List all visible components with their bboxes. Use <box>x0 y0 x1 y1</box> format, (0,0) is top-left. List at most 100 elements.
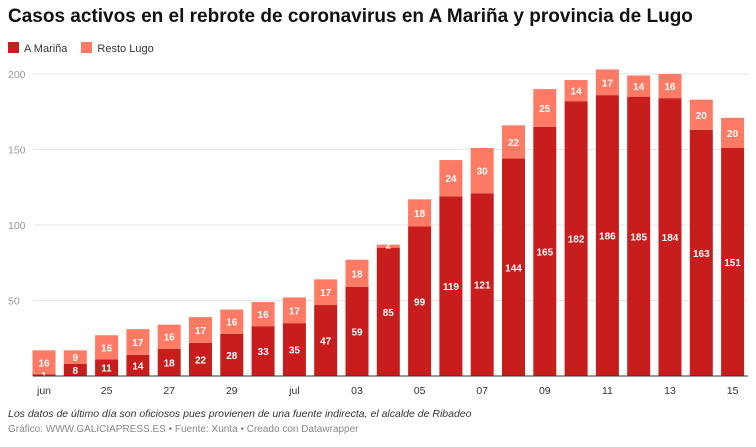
data-label-a-marina: 185 <box>630 232 647 243</box>
data-label-a-marina: 33 <box>258 347 270 358</box>
bar-resto-lugo <box>376 244 400 248</box>
data-label-resto-lugo: 2 <box>386 241 392 252</box>
bar-a-marina <box>470 193 494 376</box>
data-label-resto-lugo: 16 <box>226 318 238 329</box>
data-label-a-marina: 14 <box>132 361 144 372</box>
bar-resto-lugo <box>251 302 275 327</box>
legend-label: A Mariña <box>24 43 68 55</box>
bar-a-marina <box>345 286 369 376</box>
data-label-resto-lugo: 24 <box>445 174 457 185</box>
data-label-a-marina: 184 <box>662 233 679 244</box>
chart-title: Casos activos en el rebrote de coronavir… <box>8 6 693 27</box>
bar-a-marina <box>658 98 682 376</box>
x-tick-label: 27 <box>163 385 175 397</box>
x-tick-label: jun <box>36 385 51 397</box>
data-label-a-marina: 8 <box>73 366 79 377</box>
bar-a-marina <box>251 326 275 376</box>
data-label-resto-lugo: 17 <box>195 326 207 337</box>
bar-a-marina <box>63 363 87 376</box>
data-label-a-marina: 144 <box>505 263 522 274</box>
data-label-resto-lugo: 18 <box>414 209 426 220</box>
bar-resto-lugo <box>533 89 557 127</box>
data-label-resto-lugo: 20 <box>696 111 708 122</box>
bar-resto-lugo <box>627 75 651 97</box>
x-tick-label: 13 <box>664 385 676 397</box>
data-label-a-marina: 35 <box>289 346 301 357</box>
data-label-resto-lugo: 22 <box>508 138 520 149</box>
data-label-resto-lugo: 20 <box>727 129 739 140</box>
data-label-resto-lugo: 16 <box>101 343 113 354</box>
bar-resto-lugo <box>564 80 588 102</box>
bar-a-marina <box>627 96 651 377</box>
data-label-a-marina: 165 <box>536 247 553 258</box>
bar-resto-lugo <box>32 350 56 375</box>
bar-a-marina <box>721 147 745 376</box>
data-label-a-marina: 47 <box>320 337 332 348</box>
bar-resto-lugo <box>63 350 87 364</box>
bar-resto-lugo <box>439 160 463 197</box>
data-label-resto-lugo: 16 <box>164 333 176 344</box>
bar-a-marina <box>126 354 150 376</box>
bar-a-marina <box>595 95 619 376</box>
data-label-a-marina: 163 <box>693 249 710 260</box>
data-label-resto-lugo: 14 <box>633 82 645 93</box>
bar-resto-lugo <box>408 199 432 227</box>
bar-a-marina <box>95 359 119 376</box>
bar-resto-lugo <box>345 259 369 287</box>
data-label-a-marina: 121 <box>474 281 491 292</box>
chart-credit: Gráfico: WWW.GALICIAPRESS.ES • Fuente: X… <box>8 424 359 435</box>
x-tick-label: jul <box>288 385 300 397</box>
data-label-resto-lugo: 16 <box>38 358 50 369</box>
x-tick-label: 25 <box>101 385 113 397</box>
legend-item-a-marina: A Mariña <box>8 42 67 55</box>
x-tick-label: 15 <box>727 385 739 397</box>
bar-a-marina <box>533 126 557 376</box>
bar-a-marina <box>314 305 338 376</box>
data-label-a-marina: 59 <box>351 327 363 338</box>
x-tick-label: 07 <box>476 385 488 397</box>
x-tick-label: 11 <box>602 385 613 397</box>
x-tick-label: 05 <box>414 385 426 397</box>
x-tick-label: 09 <box>539 385 551 397</box>
bar-a-marina <box>157 348 181 376</box>
data-label-a-marina: 186 <box>599 232 616 243</box>
data-label-resto-lugo: 9 <box>73 353 79 364</box>
bar-resto-lugo <box>220 309 244 334</box>
legend: A Mariña Resto Lugo <box>8 42 154 55</box>
bar-a-marina <box>502 158 525 376</box>
data-label-a-marina: 151 <box>724 258 741 269</box>
data-label-a-marina: 18 <box>164 358 176 369</box>
bar-resto-lugo <box>95 335 119 360</box>
x-tick-label: 03 <box>351 385 363 397</box>
y-tick-label: 150 <box>8 145 26 157</box>
bar-resto-lugo <box>658 74 682 99</box>
data-label-a-marina: 11 <box>101 364 112 375</box>
y-tick-label: 200 <box>8 69 26 81</box>
bar-resto-lugo <box>157 324 181 349</box>
data-label-resto-lugo: 17 <box>289 306 301 317</box>
bar-a-marina <box>439 196 463 376</box>
bar-resto-lugo <box>502 125 525 159</box>
data-label-a-marina: 22 <box>195 355 207 366</box>
data-label-resto-lugo: 30 <box>477 167 489 178</box>
chart-note: Los datos de último día son oficiosos pu… <box>8 408 472 420</box>
x-tick-label: 29 <box>226 385 238 397</box>
data-label-resto-lugo: 14 <box>571 87 583 98</box>
legend-swatch <box>8 42 19 53</box>
data-label-resto-lugo: 17 <box>602 78 614 89</box>
data-label-a-marina: 182 <box>568 235 585 246</box>
bar-a-marina <box>564 101 588 377</box>
data-label-a-marina: 119 <box>443 282 460 293</box>
legend-item-resto-lugo: Resto Lugo <box>81 42 154 55</box>
bar-resto-lugo <box>721 117 745 148</box>
bar-a-marina <box>282 323 306 376</box>
bar-resto-lugo <box>314 279 338 306</box>
bar-resto-lugo <box>595 69 619 96</box>
bar-a-marina <box>189 342 212 376</box>
data-label-resto-lugo: 16 <box>664 82 676 93</box>
data-label-resto-lugo: 16 <box>258 310 270 321</box>
data-label-resto-lugo: 25 <box>539 104 551 115</box>
bar-resto-lugo <box>126 329 150 355</box>
data-label-a-marina: 85 <box>383 308 395 319</box>
data-label-a-marina: 99 <box>414 297 426 308</box>
